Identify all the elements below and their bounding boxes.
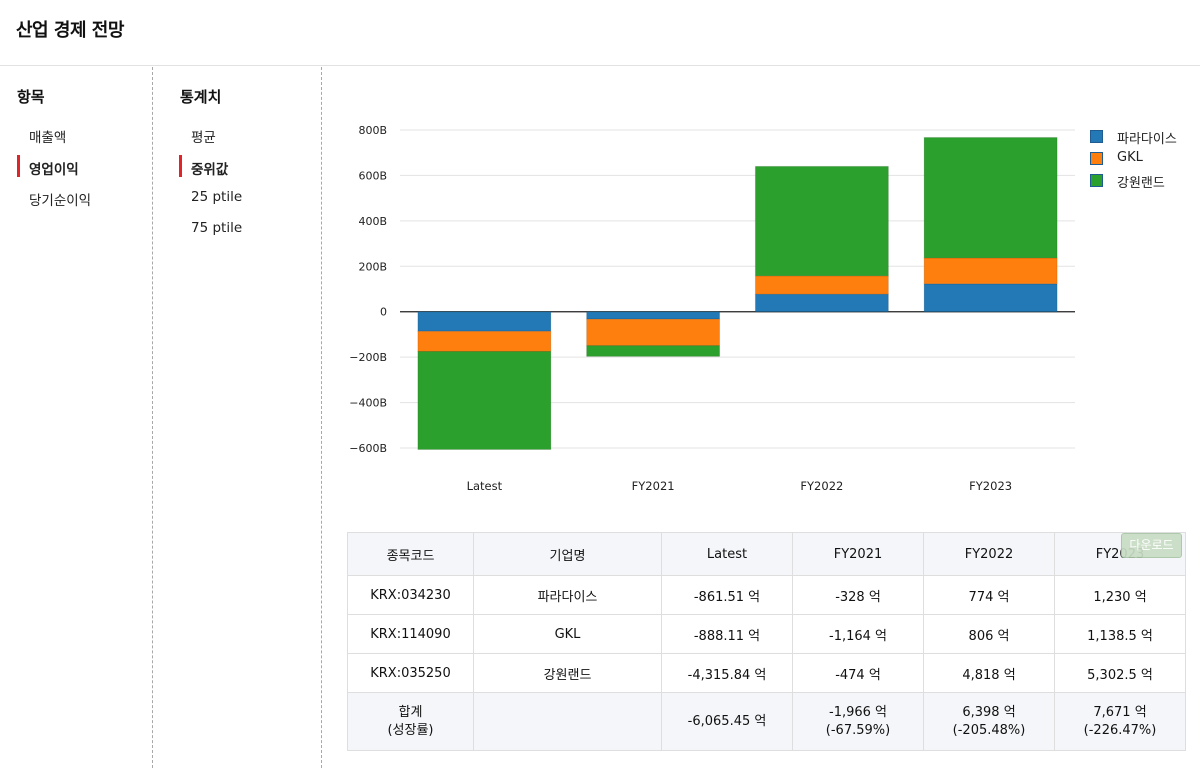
value-cell: -1,164 억: [792, 614, 924, 654]
bar-segment: [417, 350, 552, 450]
x-tick-label: FY2021: [632, 479, 675, 493]
x-tick-label: FY2022: [800, 479, 843, 493]
stacked-bar-chart: 800B 600B 400B 200B 0 −200B −400B −600B Latest FY…: [349, 124, 1075, 493]
total-label: 합계 (성장률): [347, 692, 474, 751]
total-value: -1,966 억: [829, 704, 887, 720]
bar-segment: [586, 345, 721, 357]
y-tick-label: −200B: [349, 351, 387, 364]
legend-item-gkl[interactable]: GKL: [1090, 150, 1200, 166]
y-tick-label: 200B: [358, 260, 387, 273]
total-cell: -6,065.45 억: [661, 692, 793, 751]
legend-swatch: [1090, 130, 1103, 143]
growth-value: (-205.48%): [952, 722, 1026, 738]
menu-item-operating-profit[interactable]: 영업이익: [29, 162, 79, 178]
download-button[interactable]: 다운로드: [1121, 533, 1182, 558]
value-cell: -474 억: [792, 653, 924, 693]
menu-item-revenue[interactable]: 매출액: [29, 130, 67, 146]
company-name-link[interactable]: 강원랜드: [473, 653, 662, 693]
active-indicator: [17, 155, 20, 177]
value-cell: -4,315.84 억: [661, 653, 793, 693]
table-row: KRX:034230 파라다이스 -861.51 억 -328 억 774 억 …: [347, 575, 1186, 615]
growth-value: (-67.59%): [825, 722, 891, 738]
value-cell: 774 억: [923, 575, 1055, 615]
stat-menu-title: 통계치: [180, 88, 222, 106]
y-tick-label: −600B: [349, 442, 387, 455]
bar-segment: [923, 257, 1058, 285]
bar-segment: [417, 330, 552, 352]
total-label-line: 합계: [398, 704, 423, 720]
value-cell: 1,230 억: [1054, 575, 1186, 615]
bar-segment: [586, 311, 721, 320]
data-table: 종목코드 기업명 Latest FY2021 FY2022 FY2023 KRX…: [347, 532, 1186, 751]
total-row: 합계 (성장률) -6,065.45 억 -1,966 억 (-67.59%) …: [347, 692, 1186, 751]
x-tick-label: Latest: [467, 479, 503, 493]
menu-item-mean[interactable]: 평균: [191, 130, 216, 146]
growth-label-line: (성장률): [387, 722, 434, 738]
value-cell: 4,818 억: [923, 653, 1055, 693]
menu-item-net-income[interactable]: 당기순이익: [29, 193, 92, 209]
column-divider: [152, 67, 153, 768]
col-header-fy2021[interactable]: FY2021: [792, 532, 924, 576]
page-title: 산업 경제 전망: [16, 20, 124, 41]
value-cell: 5,302.5 억: [1054, 653, 1186, 693]
legend-label: GKL: [1117, 150, 1143, 165]
menu-item-25-ptile[interactable]: 25 ptile: [191, 189, 243, 205]
total-cell: 6,398 억 (-205.48%): [923, 692, 1055, 751]
active-indicator: [179, 155, 182, 177]
legend-label: 강원랜드: [1117, 176, 1165, 191]
bar-segment: [586, 318, 721, 347]
col-header-latest[interactable]: Latest: [661, 532, 793, 576]
stock-code-link[interactable]: KRX:035250: [347, 653, 474, 693]
y-tick-label: 800B: [358, 124, 387, 137]
bar-segment: [417, 311, 552, 332]
legend-item-kangwon-land[interactable]: 강원랜드: [1090, 172, 1200, 191]
legend-label: 파라다이스: [1117, 132, 1177, 147]
y-tick-label: 0: [380, 306, 387, 319]
menu-item-75-ptile[interactable]: 75 ptile: [191, 220, 243, 236]
stock-code-link[interactable]: KRX:034230: [347, 575, 474, 615]
menu-item-median[interactable]: 중위값: [191, 162, 229, 178]
growth-value: (-226.47%): [1083, 722, 1157, 738]
y-tick-label: 400B: [358, 215, 387, 228]
column-divider: [321, 67, 322, 768]
y-tick-label: −400B: [349, 397, 387, 410]
value-cell: 1,138.5 억: [1054, 614, 1186, 654]
value-cell: -861.51 억: [661, 575, 793, 615]
bar-segment: [754, 293, 889, 313]
page-header: 산업 경제 전망: [0, 0, 1200, 66]
total-cell: 7,671 억 (-226.47%): [1054, 692, 1186, 751]
bar-segment: [923, 283, 1058, 313]
bar-segment: [754, 165, 889, 277]
company-name-link[interactable]: 파라다이스: [473, 575, 662, 615]
company-name-link[interactable]: GKL: [473, 614, 662, 654]
total-value: 6,398 억: [962, 704, 1016, 720]
total-cell: -1,966 억 (-67.59%): [792, 692, 924, 751]
bar-segment: [923, 136, 1058, 259]
bar-segment: [754, 275, 889, 295]
stock-code-link[interactable]: KRX:114090: [347, 614, 474, 654]
y-tick-label: 600B: [358, 169, 387, 182]
total-value: -6,065.45 억: [687, 713, 767, 729]
legend-item-paradise[interactable]: 파라다이스: [1090, 128, 1200, 147]
legend-swatch: [1090, 152, 1103, 165]
x-tick-label: FY2023: [969, 479, 1012, 493]
col-header-fy2022[interactable]: FY2022: [923, 532, 1055, 576]
col-header-company[interactable]: 기업명: [473, 532, 662, 576]
value-cell: -888.11 억: [661, 614, 793, 654]
legend-swatch: [1090, 174, 1103, 187]
col-header-code[interactable]: 종목코드: [347, 532, 474, 576]
value-cell: -328 억: [792, 575, 924, 615]
value-cell: 806 억: [923, 614, 1055, 654]
empty-cell: [473, 692, 662, 751]
total-value: 7,671 억: [1093, 704, 1147, 720]
table-row: KRX:114090 GKL -888.11 억 -1,164 억 806 억 …: [347, 614, 1186, 654]
table-row: KRX:035250 강원랜드 -4,315.84 억 -474 억 4,818…: [347, 653, 1186, 693]
item-menu-title: 항목: [17, 88, 45, 106]
table-header-row: 종목코드 기업명 Latest FY2021 FY2022 FY2023: [347, 532, 1186, 576]
